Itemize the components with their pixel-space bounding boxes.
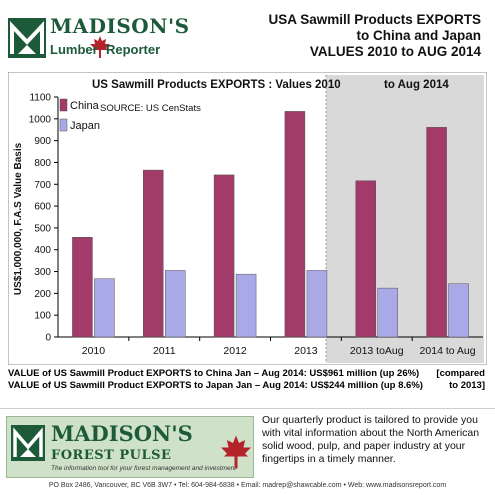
plot-area: 0 100 200 300 400 500 600 700 800 900 1000 1100 2010… <box>29 93 483 357</box>
y-tick-label: 300 <box>34 267 51 278</box>
y-tick-label: 1000 <box>29 114 52 125</box>
bar-japan <box>448 283 469 338</box>
bar-japan <box>235 273 257 338</box>
bar-japan <box>306 270 328 338</box>
y-tick-label: 800 <box>34 158 51 169</box>
bar-china <box>284 111 306 338</box>
y-tick-label: 900 <box>34 136 51 147</box>
y-tick-label: 200 <box>34 289 51 300</box>
forest-pulse-mark-icon <box>11 425 45 461</box>
legend-swatch-japan <box>59 118 68 132</box>
x-tick-label: 2012 <box>223 345 247 357</box>
bar-china <box>355 180 376 338</box>
bar-japan <box>94 278 115 338</box>
x-tick-label: 2011 <box>153 345 176 357</box>
x-tick-label: 2013 <box>294 345 318 357</box>
china-summary: VALUE of US Sawmill Product EXPORTS to C… <box>8 368 420 379</box>
bar-china <box>143 169 164 338</box>
header: MADISON'S Lumber Reporter USA Sawmill Pr… <box>0 0 495 70</box>
bar-chart: US Sawmill Products EXPORTS : Values 201… <box>7 71 488 366</box>
madisons-lumber-reporter-logo: MADISON'S Lumber Reporter <box>6 14 189 64</box>
maple-leaf-icon <box>90 36 110 58</box>
y-axis-label: US$1,000,000, F.A.S Value Basis <box>13 142 24 295</box>
page-title-line: USA Sawmill Products EXPORTS <box>268 12 481 27</box>
y-tick-label: 0 <box>45 333 51 344</box>
forest-pulse-banner[interactable]: MADISON'S FOREST PULSE The information t… <box>6 416 254 478</box>
y-tick-label: 400 <box>34 245 51 256</box>
japan-summary: VALUE of US Sawmill Product EXPORTS to J… <box>8 380 423 391</box>
chart-title: US Sawmill Products EXPORTS : Values 201… <box>92 79 341 91</box>
legend-label-japan: Japan <box>70 120 100 132</box>
chart-title-right: to Aug 2014 <box>384 79 449 91</box>
page-title: USA Sawmill Products EXPORTS to China an… <box>268 12 481 60</box>
bar-china <box>72 237 93 338</box>
logo-mark-icon <box>8 18 46 58</box>
y-tick-label: 700 <box>34 180 51 191</box>
footer: MADISON'S FOREST PULSE The information t… <box>0 408 495 495</box>
logo-lumber-text: Lumber <box>50 42 98 57</box>
bar-japan <box>377 287 398 338</box>
forest-pulse-title: MADISON'S <box>51 421 193 446</box>
y-tick-label: 500 <box>34 223 51 234</box>
forest-pulse-tagline: The information tool for your forest man… <box>51 465 236 472</box>
note-line: VALUE of US Sawmill Product EXPORTS to C… <box>8 368 487 380</box>
legend-label-china: China <box>70 100 100 112</box>
logo-reporter-text: Reporter <box>106 42 161 57</box>
note-line: VALUE of US Sawmill Product EXPORTS to J… <box>8 380 487 392</box>
x-tick-label: 2010 <box>82 345 106 357</box>
maple-leaf-icon <box>221 435 251 469</box>
y-tick-label: 600 <box>34 202 51 213</box>
source-label: SOURCE: US CenStats <box>100 103 201 114</box>
y-tick-label: 1100 <box>29 93 51 104</box>
bar-china <box>426 127 447 338</box>
forest-pulse-subtitle: FOREST PULSE <box>51 448 172 463</box>
logo-wordmark: MADISON'S <box>50 14 190 38</box>
page-title-line: to China and Japan <box>356 28 481 43</box>
page-title-line: VALUES 2010 to AUG 2014 <box>309 44 481 59</box>
chart-panel: US Sawmill Products EXPORTS : Values 201… <box>7 71 488 366</box>
summary-notes: VALUE of US Sawmill Product EXPORTS to C… <box>8 368 487 392</box>
y-tick-label: 100 <box>34 311 51 322</box>
legend-swatch-china <box>59 98 68 112</box>
x-tick-label: 2013 toAug <box>350 345 404 357</box>
x-tick-label: 2014 to Aug <box>420 345 476 357</box>
bar-china <box>213 174 235 338</box>
note-bracket: to 2013] <box>449 380 485 391</box>
bar-japan <box>165 270 186 338</box>
contact-line: PO Box 2486, Vancouver, BC V6B 3W7 • Tel… <box>48 482 447 489</box>
note-bracket: [compared <box>436 368 485 379</box>
product-description: Our quarterly product is tailored to pro… <box>262 414 480 465</box>
